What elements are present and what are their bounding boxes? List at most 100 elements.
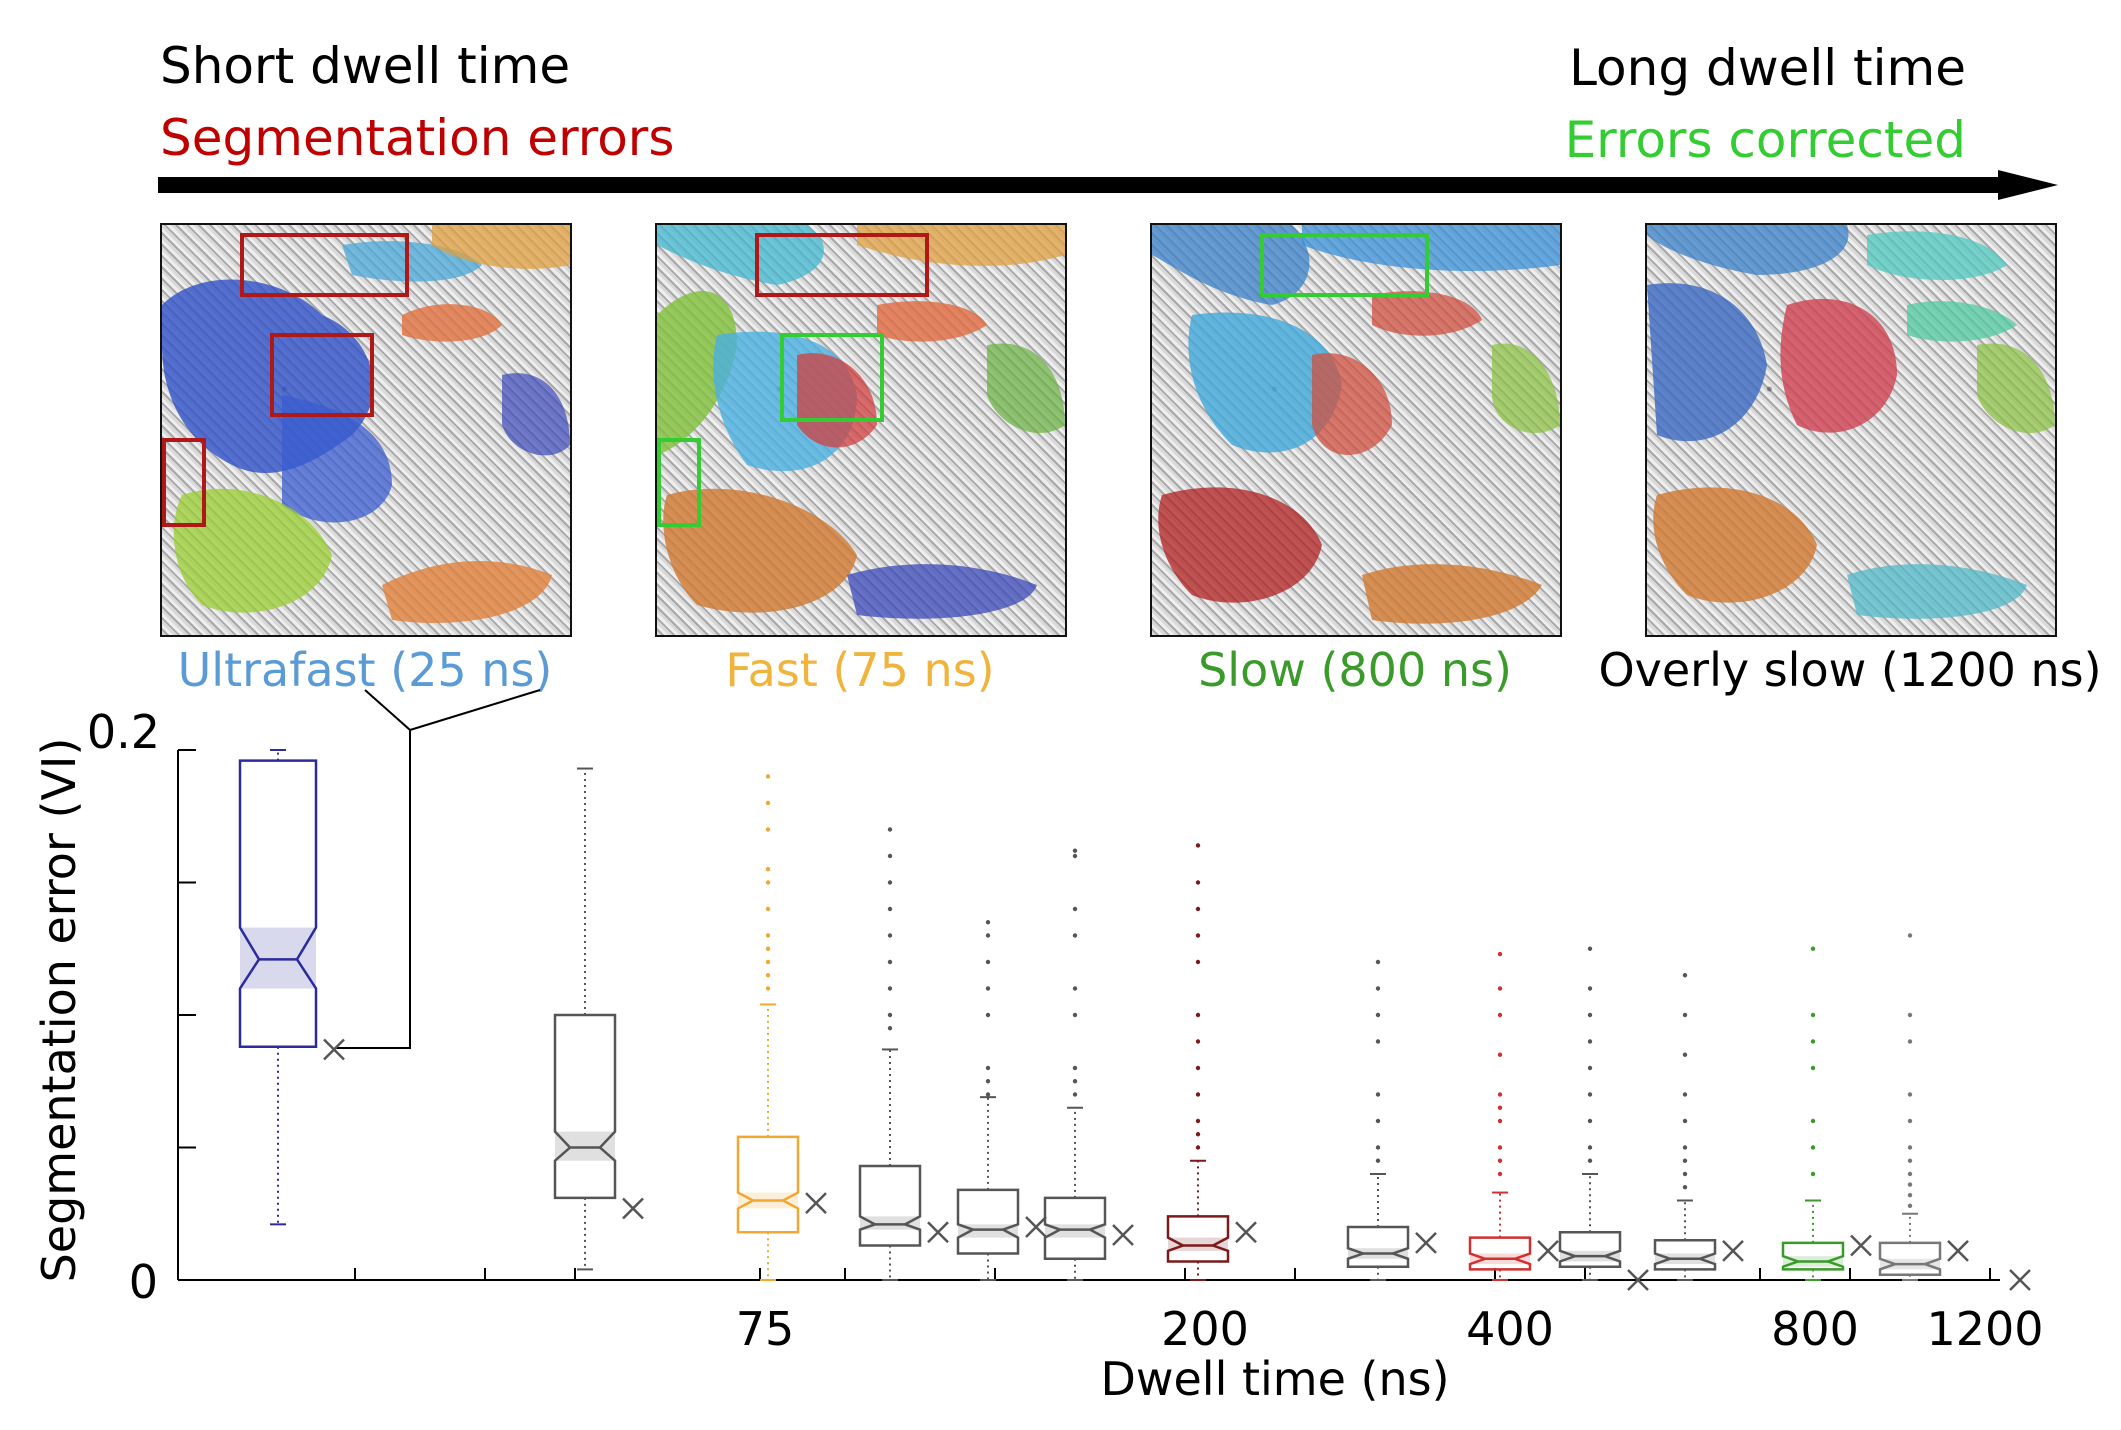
mean-marker xyxy=(1722,1239,1744,1262)
outlier-point xyxy=(887,853,893,859)
outlier-point xyxy=(765,973,771,978)
mean-marker xyxy=(1947,1239,1969,1262)
outlier-point xyxy=(1195,1145,1201,1150)
outlier-point xyxy=(1810,1118,1816,1124)
box-10 xyxy=(1653,973,1744,1281)
box-body xyxy=(553,1013,617,1200)
box-body xyxy=(858,1164,922,1247)
outlier-point xyxy=(1375,1118,1381,1124)
outlier-point xyxy=(765,827,771,832)
outlier-point xyxy=(765,774,771,779)
box-4 xyxy=(956,920,1047,1281)
outlier-point xyxy=(1682,1052,1688,1057)
box-body xyxy=(238,759,318,1049)
errors-corrected-label: Errors corrected xyxy=(1564,111,1966,169)
outlier-point xyxy=(985,959,991,965)
outlier-point xyxy=(1195,1039,1201,1044)
outlier-point xyxy=(1375,1145,1381,1150)
outlier-point xyxy=(1497,951,1503,957)
outlier-point xyxy=(1072,853,1078,859)
box-body xyxy=(956,1188,1020,1255)
callout-line xyxy=(335,689,411,1049)
outlier-point xyxy=(1072,906,1078,912)
outlier-point xyxy=(985,933,991,938)
outlier-point xyxy=(887,1012,893,1018)
x-tick-label: 400 xyxy=(1466,1302,1554,1356)
outlier-point xyxy=(985,1092,991,1097)
outlier-point xyxy=(1497,1012,1503,1018)
notch-fill xyxy=(1045,1224,1105,1238)
outlier-point xyxy=(1072,1012,1078,1018)
box-0 xyxy=(238,749,345,1226)
outlier-point xyxy=(1587,1158,1593,1163)
outlier-point xyxy=(1375,959,1381,965)
mean-marker xyxy=(323,1038,345,1061)
box-5 xyxy=(1043,848,1134,1281)
callout-line xyxy=(409,689,541,731)
outlier-point xyxy=(1810,1039,1816,1044)
outlier-point xyxy=(887,986,893,991)
outlier-point xyxy=(1682,973,1688,978)
outlier-point xyxy=(765,880,771,885)
outlier-point xyxy=(765,933,771,938)
box-7 xyxy=(1346,959,1437,1281)
outlier-point xyxy=(1907,1145,1913,1150)
outlier-point xyxy=(1375,1092,1381,1097)
dwell-time-arrow xyxy=(158,170,2058,200)
outlier-point xyxy=(1195,1065,1201,1071)
outlier-point xyxy=(1587,1012,1593,1018)
outlier-point xyxy=(985,1079,991,1084)
outlier-point xyxy=(1195,933,1201,938)
outlier-point xyxy=(1587,1145,1593,1150)
outlier-point xyxy=(1907,1092,1913,1097)
outlier-point xyxy=(1072,1079,1078,1084)
outlier-point xyxy=(1195,1132,1201,1137)
outlier-point xyxy=(887,933,893,938)
outlier-point xyxy=(1195,959,1201,965)
notch-fill xyxy=(555,1131,615,1161)
outlier-point xyxy=(1682,1171,1688,1177)
x-axis-label: Dwell time (ns) xyxy=(1100,1352,1449,1406)
mean-marker xyxy=(1537,1239,1559,1262)
mean-marker xyxy=(622,1197,644,1220)
outlier-point xyxy=(1195,906,1201,912)
x-tick-label: 800 xyxy=(1771,1302,1859,1356)
box-13 xyxy=(2009,1269,2031,1291)
outlier-point xyxy=(1907,1158,1913,1163)
outlier-point xyxy=(887,959,893,965)
outlier-point xyxy=(1375,986,1381,991)
outlier-point xyxy=(1907,1203,1913,1209)
mean-marker xyxy=(1627,1269,1649,1291)
box-2 xyxy=(736,774,827,1281)
outlier-point xyxy=(765,946,771,951)
notch-fill xyxy=(240,927,316,989)
outlier-point xyxy=(1072,1065,1078,1071)
outlier-point xyxy=(1907,1118,1913,1124)
box-body xyxy=(1468,1236,1532,1271)
outlier-point xyxy=(1195,1092,1201,1097)
outlier-point xyxy=(1195,1118,1201,1124)
segmentation-errors-label: Segmentation errors xyxy=(160,109,675,167)
outlier-point xyxy=(1682,1118,1688,1124)
long-dwell-label: Long dwell time xyxy=(1569,39,1966,97)
outlier-point xyxy=(1682,1092,1688,1097)
outlier-point xyxy=(1072,848,1078,853)
mean-marker xyxy=(927,1221,949,1244)
segmentation-image-ultrafast xyxy=(160,223,572,637)
outlier-point xyxy=(765,906,771,912)
outlier-point xyxy=(1375,1158,1381,1163)
box-body xyxy=(736,1135,800,1234)
outlier-point xyxy=(1195,1012,1201,1018)
outlier-point xyxy=(1587,986,1593,991)
x-tick-label: 75 xyxy=(736,1302,795,1356)
box-12 xyxy=(1878,933,1969,1281)
outlier-point xyxy=(985,1065,991,1071)
mean-marker xyxy=(1025,1216,1047,1238)
outlier-point xyxy=(1587,1118,1593,1124)
outlier-point xyxy=(1907,1039,1913,1044)
outlier-point xyxy=(1907,1012,1913,1018)
outlier-point xyxy=(887,906,893,912)
outlier-point xyxy=(1810,1065,1816,1071)
chart-axes: 0 0.2 75 200 400 800 1200 xyxy=(87,689,2044,1356)
